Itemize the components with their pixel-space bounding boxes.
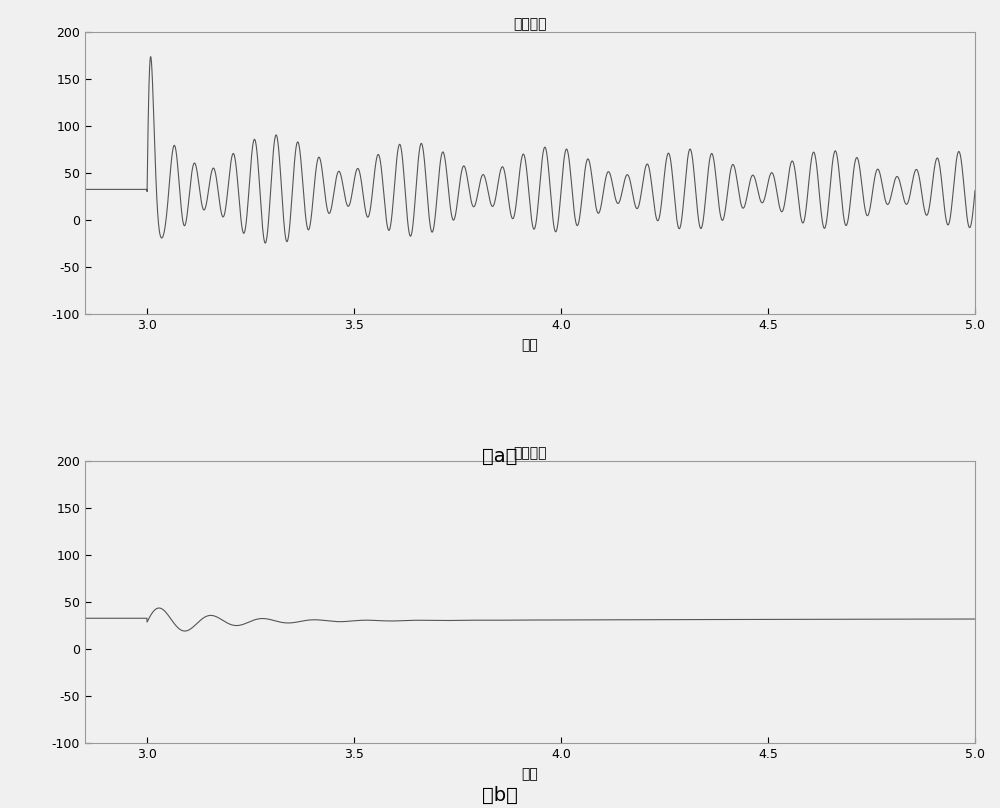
X-axis label: 时间: 时间 (522, 767, 538, 781)
Title: 功率波形: 功率波形 (513, 17, 547, 32)
Title: 功率波形: 功率波形 (513, 446, 547, 460)
Text: （b）: （b） (482, 786, 518, 806)
Text: （a）: （a） (482, 447, 518, 466)
X-axis label: 时间: 时间 (522, 338, 538, 352)
